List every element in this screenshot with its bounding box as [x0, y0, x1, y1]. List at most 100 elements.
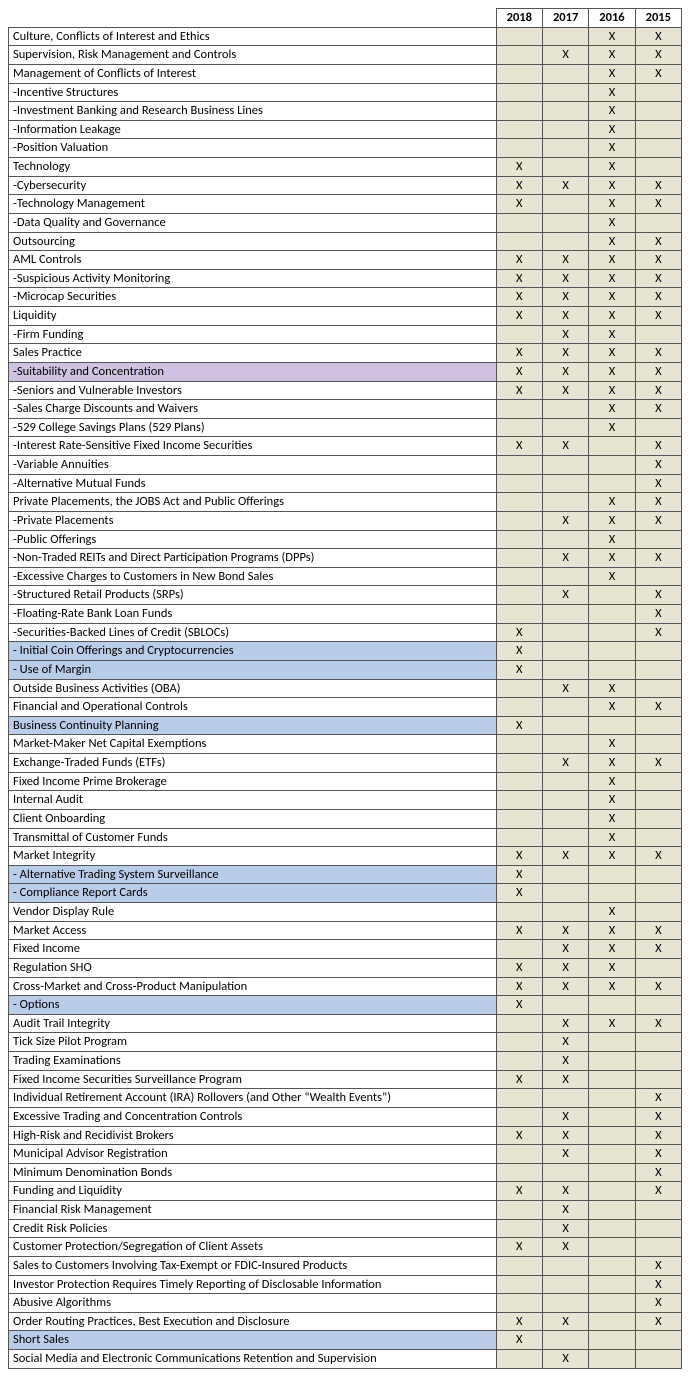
- year-cell: [589, 456, 635, 475]
- year-cell: X: [542, 1033, 588, 1052]
- year-cell: X: [635, 1163, 681, 1182]
- table-row: -Firm FundingXX: [9, 325, 682, 344]
- year-cell: [635, 1219, 681, 1238]
- year-cell: [496, 1219, 542, 1238]
- table-row: Internal AuditX: [9, 791, 682, 810]
- year-cell: X: [589, 567, 635, 586]
- year-cell: [589, 1126, 635, 1145]
- topic-cell: -Position Valuation: [9, 139, 497, 158]
- topic-cell: Outsourcing: [9, 232, 497, 251]
- year-cell: [496, 1014, 542, 1033]
- table-row: Fixed IncomeXXX: [9, 940, 682, 959]
- year-cell: [542, 1275, 588, 1294]
- topic-cell: Business Continuity Planning: [9, 716, 497, 735]
- year-cell: X: [542, 288, 588, 307]
- year-cell: [496, 940, 542, 959]
- year-cell: [542, 865, 588, 884]
- year-cell: X: [542, 307, 588, 326]
- year-cell: X: [589, 64, 635, 83]
- table-row: Culture, Conflicts of Interest and Ethic…: [9, 27, 682, 46]
- table-head: 2018 2017 2016 2015: [9, 9, 682, 28]
- year-cell: [589, 1201, 635, 1220]
- topic-cell: Client Onboarding: [9, 809, 497, 828]
- year-cell: [542, 493, 588, 512]
- year-cell: [496, 586, 542, 605]
- year-cell: X: [589, 511, 635, 530]
- year-cell: X: [542, 958, 588, 977]
- year-cell: [635, 1052, 681, 1071]
- year-cell: [496, 46, 542, 65]
- year-cell: [542, 400, 588, 419]
- year-cell: X: [542, 1312, 588, 1331]
- year-cell: [635, 903, 681, 922]
- topic-cell: -Microcap Securities: [9, 288, 497, 307]
- year-cell: [496, 1052, 542, 1071]
- year-cell: [635, 158, 681, 177]
- year-cell: X: [589, 46, 635, 65]
- year-cell: [542, 884, 588, 903]
- year-cell: [635, 716, 681, 735]
- year-cell: X: [589, 493, 635, 512]
- year-cell: [589, 716, 635, 735]
- year-cell: X: [589, 27, 635, 46]
- year-cell: X: [496, 977, 542, 996]
- year-cell: [589, 1294, 635, 1313]
- year-cell: [542, 213, 588, 232]
- year-cell: [542, 828, 588, 847]
- year-cell: X: [496, 344, 542, 363]
- year-cell: [635, 1201, 681, 1220]
- topic-cell: -Cybersecurity: [9, 176, 497, 195]
- topic-cell: Regulation SHO: [9, 958, 497, 977]
- year-cell: X: [542, 325, 588, 344]
- year-cell: [496, 679, 542, 698]
- year-cell: [542, 903, 588, 922]
- year-cell: [542, 735, 588, 754]
- year-cell: [589, 1033, 635, 1052]
- year-cell: X: [496, 847, 542, 866]
- year-cell: [496, 139, 542, 158]
- year-cell: [496, 1201, 542, 1220]
- year-cell: [635, 735, 681, 754]
- year-cell: X: [589, 381, 635, 400]
- year-cell: [635, 1350, 681, 1369]
- year-cell: X: [589, 418, 635, 437]
- year-cell: [542, 158, 588, 177]
- topic-cell: Vendor Display Rule: [9, 903, 497, 922]
- year-cell: [542, 567, 588, 586]
- year-cell: [589, 1070, 635, 1089]
- year-cell: [542, 642, 588, 661]
- year-cell: [496, 232, 542, 251]
- table-row: Minimum Denomination Bonds X: [9, 1163, 682, 1182]
- topic-cell: Private Placements, the JOBS Act and Pub…: [9, 493, 497, 512]
- year-cell: X: [589, 83, 635, 102]
- table-row: - Alternative Trading System Surveillanc…: [9, 865, 682, 884]
- year-cell: X: [589, 921, 635, 940]
- table-row: -Excessive Charges to Customers in New B…: [9, 567, 682, 586]
- year-cell: X: [635, 437, 681, 456]
- topic-cell: -Seniors and Vulnerable Investors: [9, 381, 497, 400]
- year-cell: X: [542, 362, 588, 381]
- topic-cell: Minimum Denomination Bonds: [9, 1163, 497, 1182]
- year-cell: [542, 660, 588, 679]
- topic-cell: -Floating-Rate Bank Loan Funds: [9, 605, 497, 624]
- year-cell: X: [542, 549, 588, 568]
- topic-cell: Outside Business Activities (OBA): [9, 679, 497, 698]
- year-cell: [635, 1331, 681, 1350]
- table-row: Exchange-Traded Funds (ETFs)XXX: [9, 754, 682, 773]
- year-cell: X: [635, 251, 681, 270]
- table-row: -Incentive StructuresX: [9, 83, 682, 102]
- year-cell: X: [635, 1107, 681, 1126]
- topic-cell: -Public Offerings: [9, 530, 497, 549]
- year-cell: X: [542, 381, 588, 400]
- table-row: -Data Quality and GovernanceX: [9, 213, 682, 232]
- year-cell: X: [635, 344, 681, 363]
- topic-cell: Short Sales: [9, 1331, 497, 1350]
- topic-cell: -Technology Management: [9, 195, 497, 214]
- year-cell: X: [542, 176, 588, 195]
- year-cell: [635, 1238, 681, 1257]
- year-cell: X: [496, 716, 542, 735]
- topic-cell: Sales to Customers Involving Tax-Exempt …: [9, 1256, 497, 1275]
- year-cell: X: [496, 1238, 542, 1257]
- year-cell: [635, 791, 681, 810]
- table-row: Sales to Customers Involving Tax-Exempt …: [9, 1256, 682, 1275]
